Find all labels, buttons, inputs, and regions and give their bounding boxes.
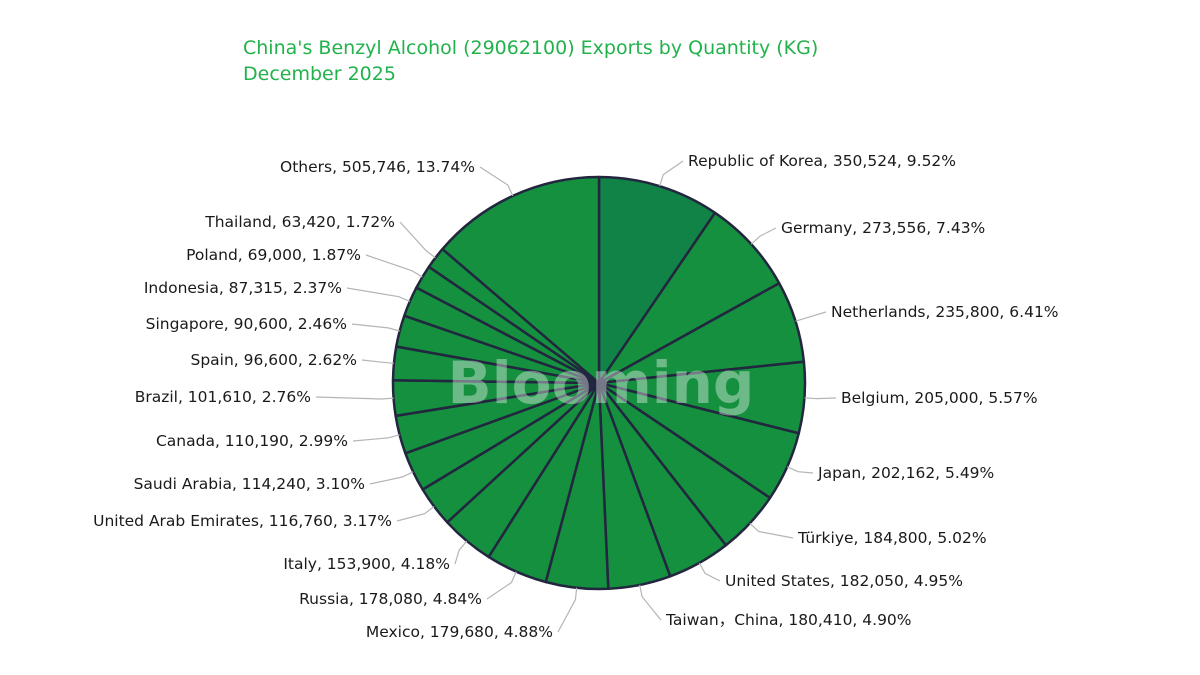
leader-line xyxy=(486,571,517,600)
watermark-text: Blooming xyxy=(448,349,755,417)
leader-line xyxy=(659,160,684,187)
pie-slice xyxy=(597,211,781,385)
slice-label: Thailand, 63,420, 1.72% xyxy=(204,213,395,231)
slice-label: Italy, 153,900, 4.18% xyxy=(283,555,450,573)
slice-label: Republic of Korea, 350,524, 9.52% xyxy=(688,152,956,170)
leader-line xyxy=(750,227,777,245)
leader-line xyxy=(698,562,721,582)
slice-label: Russia, 178,080, 4.84% xyxy=(299,590,482,608)
leader-line xyxy=(396,506,435,522)
slice-label: Indonesia, 87,315, 2.37% xyxy=(144,279,342,297)
slice-label: Taiwan，China, 180,410, 4.90% xyxy=(665,611,912,629)
slice-label: Saudi Arabia, 114,240, 3.10% xyxy=(134,475,365,493)
leader-line xyxy=(749,522,794,539)
chart-subtitle: December 2025 xyxy=(243,63,396,85)
slice-label: Poland, 69,000, 1.87% xyxy=(186,246,361,264)
leader-line xyxy=(352,434,400,442)
slice-label: Brazil, 101,610, 2.76% xyxy=(135,388,311,406)
pie-slice xyxy=(441,175,601,385)
slice-label: Türkiye, 184,800, 5.02% xyxy=(797,529,987,547)
slice-label: Spain, 96,600, 2.62% xyxy=(191,351,358,369)
leader-line xyxy=(479,166,514,197)
leader-line xyxy=(365,254,423,278)
leader-lines xyxy=(315,160,837,633)
leader-line xyxy=(786,466,814,474)
leader-line xyxy=(639,584,662,621)
leader-line xyxy=(346,287,411,302)
leader-line xyxy=(804,397,837,400)
slice-label: Singapore, 90,600, 2.46% xyxy=(146,315,347,333)
leader-line xyxy=(315,396,394,400)
slice-label: Mexico, 179,680, 4.88% xyxy=(366,623,553,641)
leader-line xyxy=(454,540,468,565)
chart-title: China's Benzyl Alcohol (29062100) Export… xyxy=(243,37,818,59)
slice-labels: Republic of Korea, 350,524, 9.52% Germany… xyxy=(93,152,1058,641)
leader-line xyxy=(795,311,827,322)
pie-slice xyxy=(597,175,717,385)
slice-label: United States, 182,050, 4.95% xyxy=(725,572,963,590)
leader-line xyxy=(557,587,578,633)
pie-slices xyxy=(391,175,807,591)
slice-label: Belgium, 205,000, 5.57% xyxy=(841,389,1038,407)
slice-label: Others, 505,746, 13.74% xyxy=(280,158,475,176)
slice-label: Netherlands, 235,800, 6.41% xyxy=(831,303,1059,321)
slice-label: United Arab Emirates, 116,760, 3.17% xyxy=(93,512,392,530)
slice-label: Canada, 110,190, 2.99% xyxy=(156,432,348,450)
leader-line xyxy=(369,471,414,485)
leader-line xyxy=(351,323,400,332)
slice-label: Japan, 202,162, 5.49% xyxy=(817,464,994,482)
leader-line xyxy=(361,359,394,364)
slice-label: Germany, 273,556, 7.43% xyxy=(781,219,985,237)
leader-line xyxy=(399,221,436,259)
